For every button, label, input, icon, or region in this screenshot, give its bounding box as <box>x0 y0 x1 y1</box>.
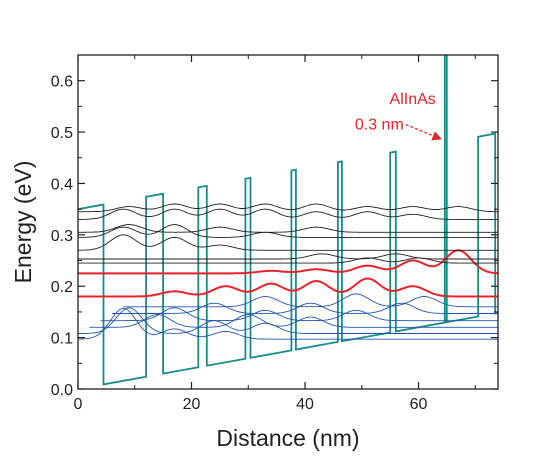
y-tick-label: 0.6 <box>51 74 73 91</box>
x-tick-label: 0 <box>74 396 83 413</box>
x-tick-label: 40 <box>296 396 314 413</box>
state-line-lower-2 <box>89 314 498 328</box>
state-line-upper-9 <box>78 253 498 260</box>
x-axis-title: Distance (nm) <box>216 425 359 451</box>
state-line-red-7 <box>78 249 498 275</box>
tick-labels: 0 20 40 60 0.0 0.1 0.2 0.3 0.4 0.5 0.6 <box>51 74 428 413</box>
thin-barrier-spike <box>443 55 448 323</box>
annotation-thickness: 0.3 nm <box>355 117 404 134</box>
plot-area <box>78 55 498 386</box>
y-tick-label: 0.5 <box>51 125 73 142</box>
annotation-material: AlInAs <box>390 91 436 108</box>
plot-frame <box>77 54 499 390</box>
state-line-lower-1 <box>78 307 498 334</box>
state-line-upper-10 <box>78 234 498 251</box>
state-line-upper-13 <box>78 208 498 220</box>
state-line-lower-0 <box>78 307 498 340</box>
y-tick-label: 0.3 <box>51 228 73 245</box>
state-line-upper-11 <box>78 224 498 238</box>
state-line-upper-12 <box>78 224 498 233</box>
state-line-red-6 <box>78 277 498 298</box>
y-tick-label: 0.1 <box>51 331 73 348</box>
y-tick-label: 0.0 <box>51 382 73 399</box>
y-tick-label: 0.2 <box>51 279 73 296</box>
annotations: AlInAs 0.3 nm <box>355 91 443 141</box>
state-line-lower-5 <box>123 293 498 308</box>
x-tick-label: 60 <box>410 396 428 413</box>
axis-ticks <box>77 54 498 390</box>
annotation-arrow <box>405 123 443 141</box>
band-profile-line <box>78 132 498 386</box>
state-line-lower-4 <box>112 302 498 314</box>
state-line-lower-3 <box>100 307 498 322</box>
y-axis-title: Energy (eV) <box>10 161 36 284</box>
y-tick-label: 0.4 <box>51 176 73 193</box>
state-line-upper-14 <box>78 203 498 213</box>
x-tick-label: 20 <box>183 396 201 413</box>
